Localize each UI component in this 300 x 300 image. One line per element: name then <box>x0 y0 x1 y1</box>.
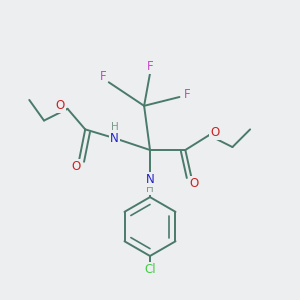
Text: F: F <box>184 88 190 100</box>
Text: F: F <box>100 70 106 83</box>
Text: N: N <box>146 173 154 186</box>
Text: N: N <box>110 132 119 145</box>
Text: H: H <box>146 184 154 194</box>
Text: O: O <box>56 99 64 112</box>
Text: O: O <box>190 177 199 190</box>
Text: O: O <box>72 160 81 173</box>
Text: F: F <box>147 60 153 73</box>
Text: Cl: Cl <box>144 263 156 276</box>
Text: H: H <box>111 122 119 132</box>
Text: O: O <box>210 126 220 139</box>
